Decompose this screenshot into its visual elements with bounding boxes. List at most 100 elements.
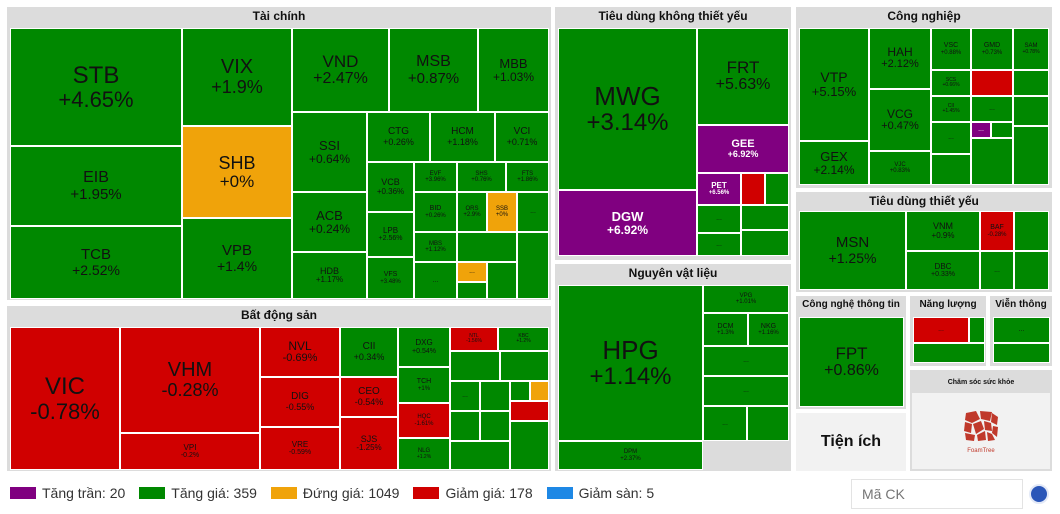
stock-tile-vjc[interactable]: VJC +0.83%	[869, 151, 931, 185]
collapsed-stock-group[interactable]	[991, 122, 1013, 138]
collapsed-stock-group[interactable]	[1013, 126, 1049, 185]
collapsed-stock-group[interactable]	[480, 381, 510, 411]
collapsed-stock-group[interactable]	[500, 351, 549, 381]
collapsed-stock-group[interactable]	[530, 381, 549, 401]
stock-tile-gex[interactable]: GEX +2.14%	[799, 141, 869, 185]
collapsed-stock-group[interactable]	[1013, 70, 1049, 96]
stock-tile-fpt[interactable]: FPT +0.86%	[799, 317, 904, 407]
collapsed-stock-group[interactable]	[510, 401, 549, 421]
collapsed-stock-group[interactable]: ...	[971, 96, 1013, 122]
stock-tile-nvl[interactable]: NVL -0.69%	[260, 327, 340, 377]
collapsed-stock-group[interactable]	[510, 421, 549, 470]
collapsed-stock-group[interactable]	[971, 70, 1013, 96]
stock-search-input[interactable]	[851, 479, 1023, 509]
collapsed-stock-group[interactable]	[913, 343, 985, 363]
collapsed-stock-group[interactable]	[450, 441, 510, 470]
collapsed-stock-group[interactable]	[510, 381, 530, 401]
collapsed-stock-group[interactable]	[457, 282, 487, 299]
stock-tile-ssi[interactable]: SSI +0.64%	[292, 112, 367, 192]
stock-tile-vci[interactable]: VCI +0.71%	[495, 112, 549, 162]
stock-tile-mwg[interactable]: MWG +3.14%	[558, 28, 697, 190]
collapsed-stock-group[interactable]: ...	[913, 317, 969, 343]
stock-tile-ctg[interactable]: CTG +0.26%	[367, 112, 430, 162]
stock-tile-scs[interactable]: SCS +0.66%	[931, 70, 971, 96]
stock-tile-tch[interactable]: TCH +1%	[398, 367, 450, 403]
stock-tile-ssb[interactable]: SSB +0%	[487, 192, 517, 232]
collapsed-stock-group[interactable]	[517, 232, 549, 299]
collapsed-stock-group[interactable]	[1014, 251, 1049, 290]
stock-tile-dcm[interactable]: DCM +1.3%	[703, 313, 748, 346]
stock-tile-kbc[interactable]: KBC +1.2%	[498, 327, 549, 351]
stock-tile-msn[interactable]: MSN +1.25%	[799, 211, 906, 290]
stock-tile-hah[interactable]: HAH +2.12%	[869, 28, 931, 89]
stock-tile-vic[interactable]: VIC -0.78%	[10, 327, 120, 470]
legend-item[interactable]: Tăng trần: 20	[10, 485, 125, 501]
stock-tile-vhm[interactable]: VHM -0.28%	[120, 327, 260, 433]
stock-tile-evf[interactable]: EVF +3.96%	[414, 162, 457, 192]
collapsed-stock-group[interactable]	[931, 154, 971, 185]
collapsed-stock-group[interactable]: ...	[980, 251, 1014, 290]
stock-tile-vfs[interactable]: VFS +3.48%	[367, 257, 414, 299]
collapsed-stock-group[interactable]: ...	[971, 122, 991, 138]
collapsed-stock-group[interactable]	[480, 411, 510, 441]
legend-item[interactable]: Giảm sàn: 5	[546, 485, 654, 501]
stock-tile-mbb[interactable]: MBB +1.03%	[478, 28, 549, 112]
collapsed-stock-group[interactable]: ...	[703, 376, 789, 406]
stock-tile-baf[interactable]: BAF -0.28%	[980, 211, 1014, 251]
stock-tile-hcm[interactable]: HCM +1.18%	[430, 112, 495, 162]
collapsed-stock-group[interactable]	[450, 411, 480, 441]
collapsed-stock-group[interactable]	[747, 406, 789, 441]
collapsed-stock-group[interactable]: ...	[457, 262, 487, 282]
stock-tile-nlg[interactable]: NLG +1.2%	[398, 438, 450, 470]
stock-tile-vtp[interactable]: VTP +5.15%	[799, 28, 869, 141]
collapsed-stock-group[interactable]	[969, 317, 985, 343]
stock-tile-dbc[interactable]: DBC +0.33%	[906, 251, 980, 290]
stock-tile-ors[interactable]: ORS +2.9%	[457, 192, 487, 232]
collapsed-stock-group[interactable]	[1014, 211, 1049, 251]
legend-item[interactable]: Tăng giá: 359	[139, 485, 257, 501]
collapsed-stock-group[interactable]: ...	[703, 406, 747, 441]
stock-tile-sam[interactable]: SAM +0.78%	[1013, 28, 1049, 70]
stock-tile-vcg[interactable]: VCG +0.47%	[869, 89, 931, 151]
stock-tile-hqc[interactable]: HQC -1.61%	[398, 403, 450, 438]
stock-tile-vcb[interactable]: VCB +0.36%	[367, 162, 414, 212]
collapsed-stock-group[interactable]: ...	[931, 122, 971, 154]
stock-tile-vnd[interactable]: VND +2.47%	[292, 28, 389, 112]
collapsed-stock-group[interactable]: ...	[697, 205, 741, 233]
stock-tile-vix[interactable]: VIX +1.9%	[182, 28, 292, 126]
collapsed-stock-group[interactable]	[1013, 96, 1049, 126]
collapsed-stock-group[interactable]: ...	[703, 346, 789, 376]
collapsed-stock-group[interactable]	[993, 343, 1050, 363]
stock-tile-stb[interactable]: STB +4.65%	[10, 28, 182, 146]
collapsed-stock-group[interactable]	[741, 173, 765, 205]
stock-tile-cii[interactable]: CII +0.34%	[340, 327, 398, 377]
stock-tile-vpb[interactable]: VPB +1.4%	[182, 218, 292, 299]
stock-tile-vnm[interactable]: VNM +0.9%	[906, 211, 980, 251]
stock-tile-mbs[interactable]: MBS +1.12%	[414, 232, 457, 262]
collapsed-stock-group[interactable]	[457, 232, 517, 262]
stock-tile-lpb[interactable]: LPB +2.56%	[367, 212, 414, 257]
stock-tile-hdb[interactable]: HDB +1.17%	[292, 252, 367, 299]
stock-tile-shb[interactable]: SHB +0%	[182, 126, 292, 218]
stock-tile-fts[interactable]: FTS +1.86%	[506, 162, 549, 192]
stock-tile-pet[interactable]: PET +6.56%	[697, 173, 741, 205]
collapsed-stock-group[interactable]: ...	[450, 381, 480, 411]
stock-tile-gee[interactable]: GEE +6.92%	[697, 125, 789, 173]
stock-tile-eib[interactable]: EIB +1.95%	[10, 146, 182, 226]
stock-tile-tcb[interactable]: TCB +2.52%	[10, 226, 182, 299]
stock-tile-nkg[interactable]: NKG +1.16%	[748, 313, 789, 346]
stock-tile-cii[interactable]: CII +1.45%	[931, 96, 971, 122]
stock-tile-ntl[interactable]: NTL -1.56%	[450, 327, 498, 351]
stock-tile-gmd[interactable]: GMD +0.73%	[971, 28, 1013, 70]
stock-tile-msb[interactable]: MSB +0.87%	[389, 28, 478, 112]
stock-tile-dpm[interactable]: DPM +2.37%	[558, 441, 703, 470]
legend-item[interactable]: Giảm giá: 178	[413, 485, 533, 501]
stock-tile-vpg[interactable]: VPG +1.01%	[703, 285, 789, 313]
collapsed-stock-group[interactable]: ...	[517, 192, 549, 232]
stock-tile-vsc[interactable]: VSC +0.88%	[931, 28, 971, 70]
stock-tile-shs[interactable]: SHS +0.76%	[457, 162, 506, 192]
stock-tile-dig[interactable]: DIG -0.55%	[260, 377, 340, 427]
stock-tile-dgw[interactable]: DGW +6.92%	[558, 190, 697, 256]
collapsed-stock-group[interactable]	[741, 230, 789, 256]
stock-tile-bid[interactable]: BID +0.26%	[414, 192, 457, 232]
